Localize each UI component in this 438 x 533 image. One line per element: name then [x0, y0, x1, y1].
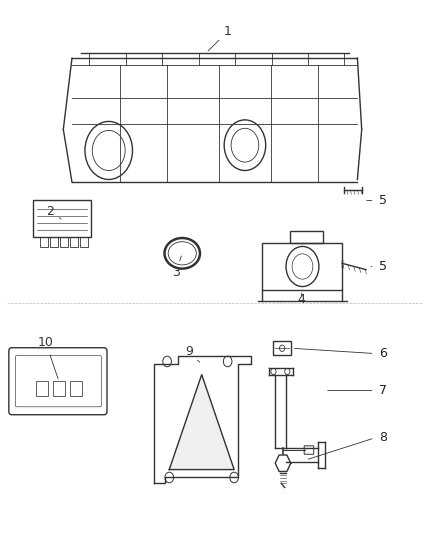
- Text: 6: 6: [379, 347, 387, 360]
- Text: 5: 5: [379, 260, 387, 273]
- Text: 8: 8: [379, 431, 387, 445]
- Text: 4: 4: [297, 293, 305, 306]
- Text: 10: 10: [38, 336, 58, 379]
- Text: 7: 7: [379, 384, 387, 397]
- Text: 1: 1: [208, 25, 232, 51]
- Text: 9: 9: [185, 345, 200, 362]
- Text: 2: 2: [46, 205, 61, 219]
- Text: 3: 3: [172, 256, 181, 279]
- Polygon shape: [169, 375, 234, 470]
- Text: 5: 5: [379, 194, 387, 207]
